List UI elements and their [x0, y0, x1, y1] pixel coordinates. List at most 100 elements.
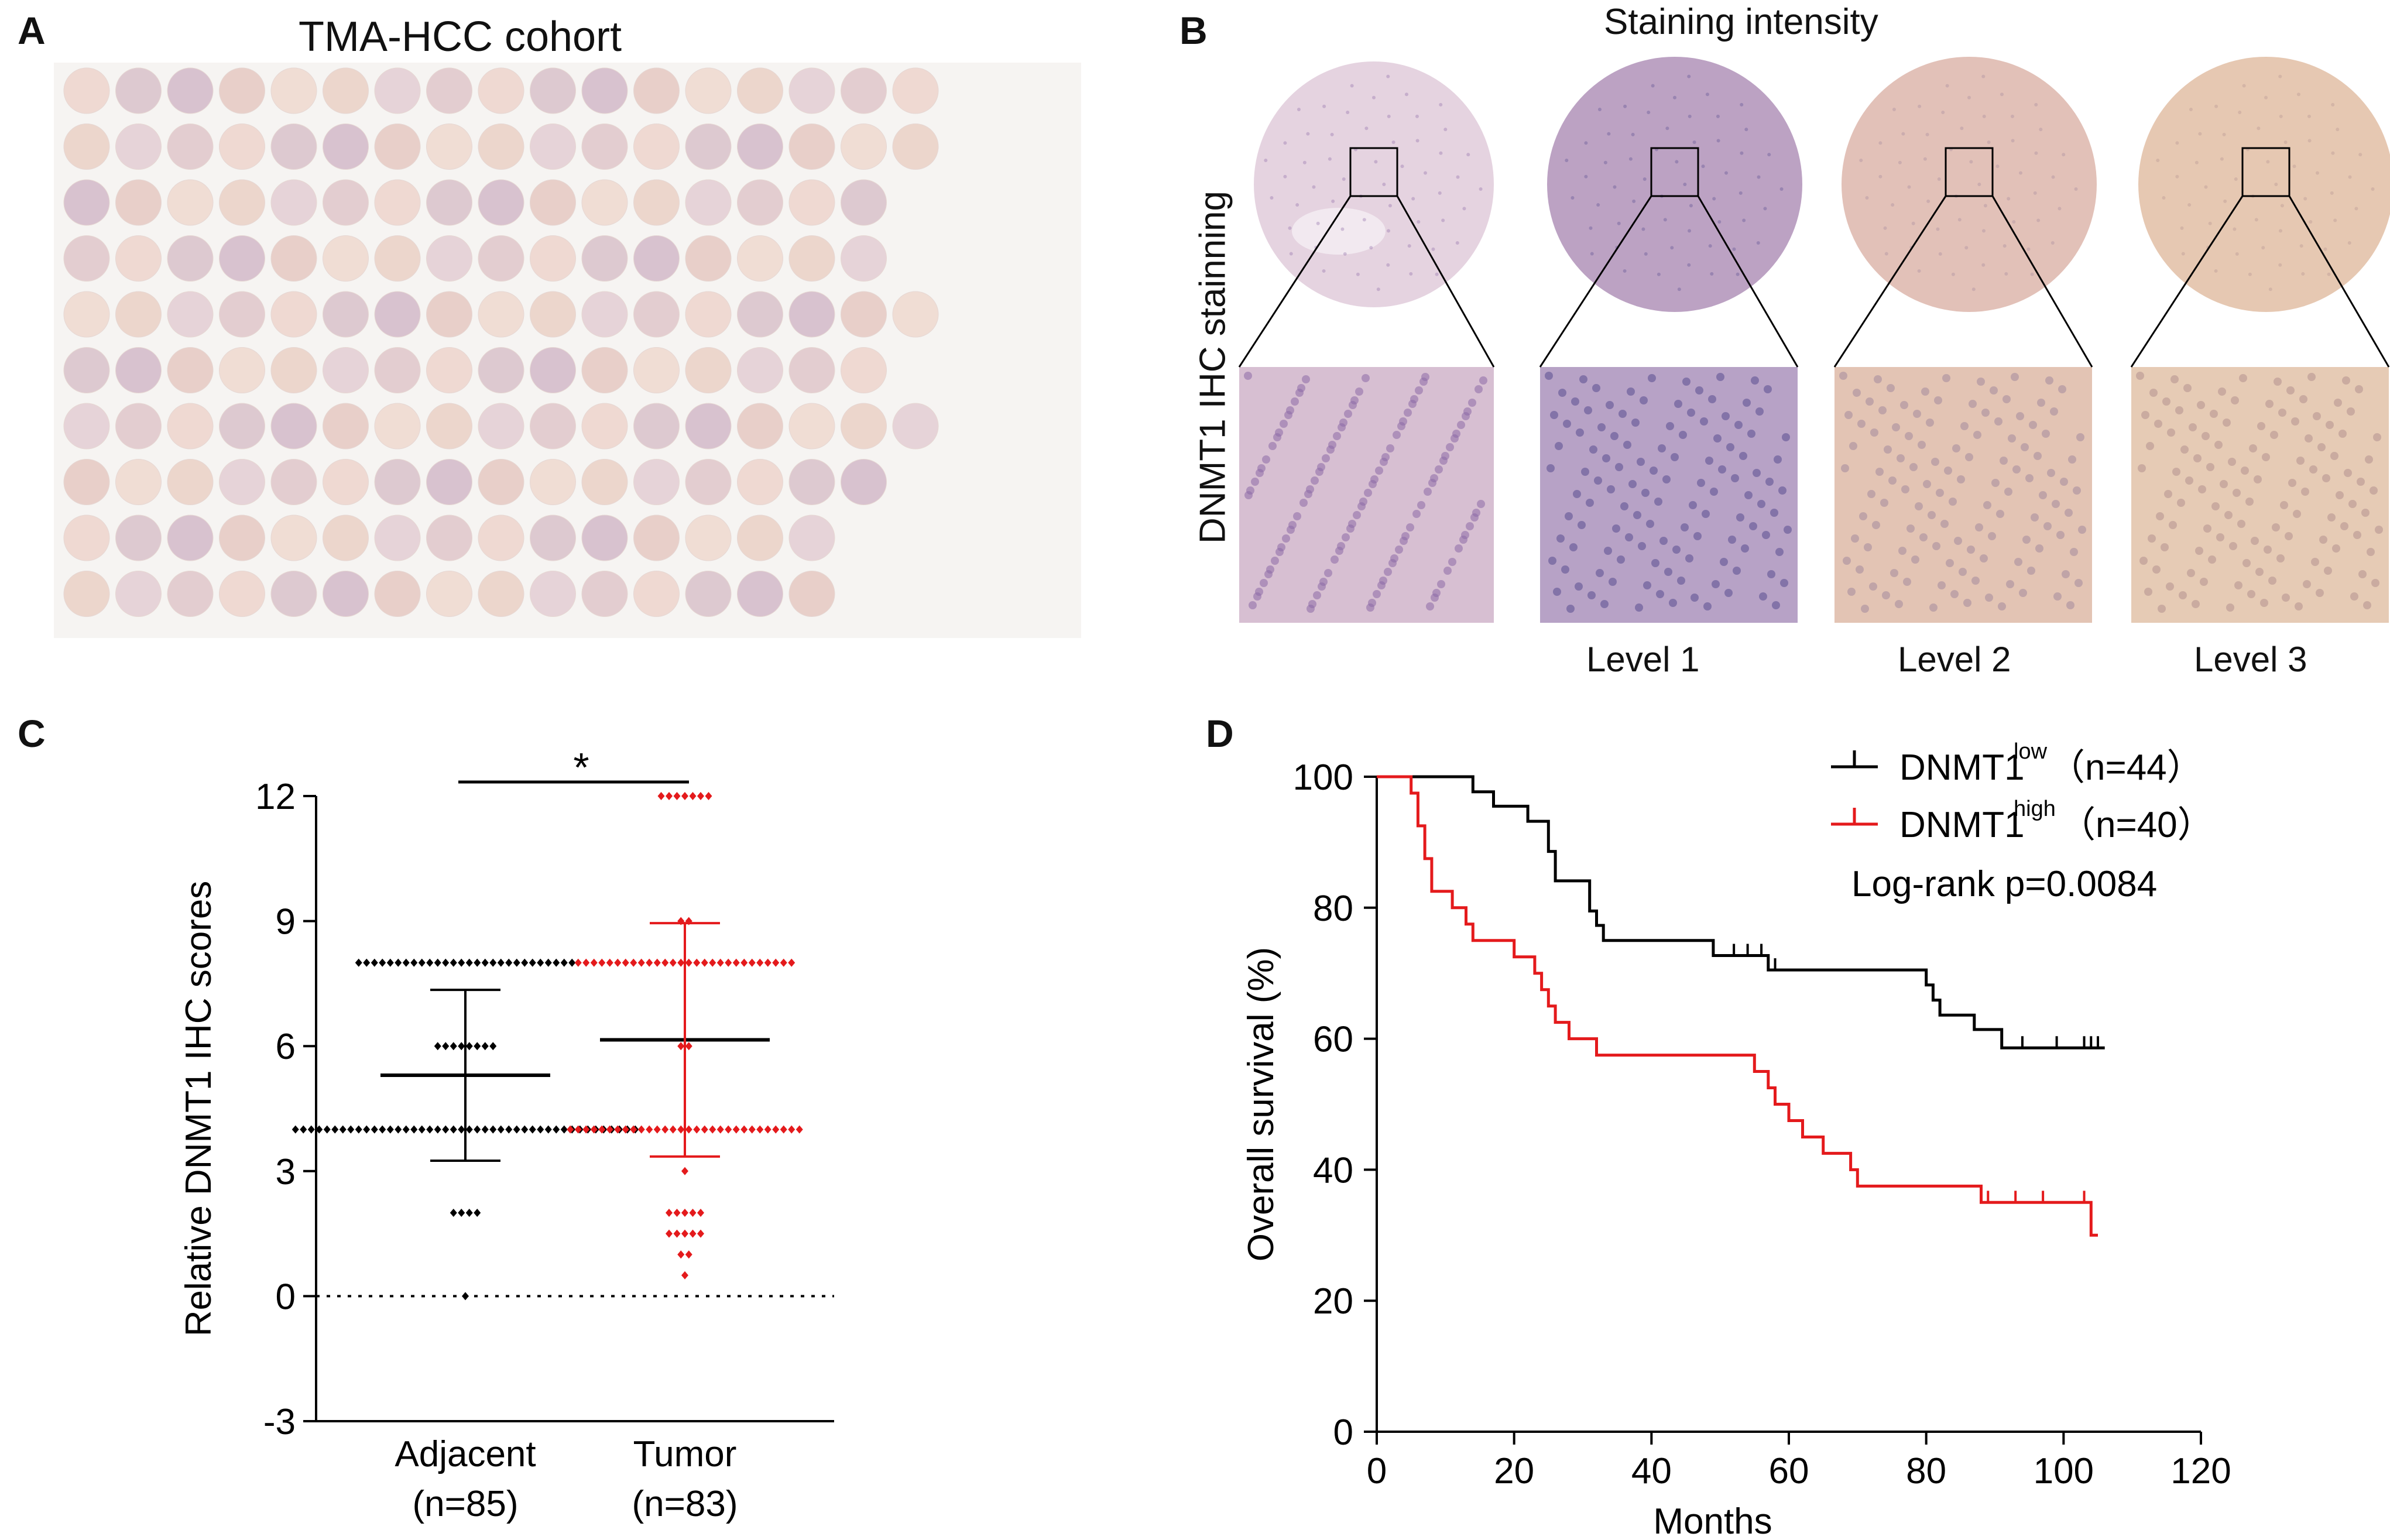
ihc-nucleus [2065, 509, 2073, 517]
ihc-core-gap [1292, 208, 1386, 255]
ihc-core-texture [2333, 218, 2337, 222]
ihc-nucleus [1581, 468, 1589, 476]
ihc-nucleus [1353, 511, 1361, 519]
ihc-nucleus [1375, 467, 1383, 475]
tma-core [788, 235, 835, 282]
ihc-nucleus [1765, 478, 1774, 486]
ihc-nucleus [2365, 455, 2373, 464]
ihc-core-texture [2299, 244, 2303, 248]
c-data-point [355, 958, 362, 967]
ihc-nucleus [2035, 544, 2043, 553]
ihc-nucleus [2234, 581, 2242, 589]
ihc-nucleus [2031, 513, 2039, 522]
c-data-point [590, 958, 598, 967]
ihc-nucleus [1253, 592, 1261, 601]
c-data-point [560, 958, 568, 967]
ihc-nucleus [1693, 532, 1702, 540]
ihc-nucleus [1565, 512, 1573, 520]
tma-core [841, 235, 887, 282]
c-data-point [497, 958, 505, 967]
ihc-nucleus [2262, 453, 2270, 461]
ihc-nucleus [1369, 480, 1377, 488]
tma-core [426, 124, 472, 170]
ihc-nucleus [2192, 600, 2200, 608]
ihc-core-texture [1387, 114, 1391, 118]
ihc-nucleus [1307, 605, 1315, 613]
c-data-point [371, 958, 378, 967]
ihc-nucleus [2334, 399, 2342, 407]
ihc-core-texture [1717, 220, 1722, 224]
tma-core [374, 459, 421, 505]
c-data-point [474, 1042, 481, 1051]
c-data-point [709, 1125, 716, 1134]
ihc-nucleus [1268, 442, 1277, 450]
ihc-core-texture [1977, 183, 1981, 186]
ihc-nucleus [1674, 400, 1682, 408]
c-group-n-label: (n=83) [632, 1484, 738, 1524]
ihc-nucleus [1700, 417, 1708, 426]
ihc-nucleus [1315, 468, 1323, 476]
c-data-point [732, 1125, 740, 1134]
tma-core [737, 403, 783, 450]
tma-core [581, 571, 628, 617]
ihc-core-texture [2307, 139, 2312, 143]
tma-core [633, 67, 680, 114]
ihc-nucleus [1734, 421, 1743, 429]
ihc-nucleus [1386, 444, 1394, 452]
ihc-nucleus [2152, 565, 2161, 574]
ihc-core-texture [1917, 269, 1921, 273]
tma-core [374, 179, 421, 226]
ihc-nucleus [1703, 602, 1712, 610]
ihc-nucleus [1726, 443, 1734, 451]
tma-core [115, 67, 162, 114]
ihc-core-texture [1356, 272, 1360, 276]
tma-core [841, 67, 887, 114]
ihc-nucleus [2311, 558, 2319, 566]
ihc-core-texture [2234, 177, 2238, 181]
ihc-nucleus [2208, 555, 2216, 564]
tma-core [788, 179, 835, 226]
ihc-nucleus [2270, 431, 2278, 439]
ihc-core-texture [1941, 110, 1945, 114]
tma-core [270, 403, 317, 450]
c-data-point [537, 1125, 544, 1134]
ihc-core-texture [1987, 140, 1991, 144]
ihc-core-texture [2331, 151, 2335, 155]
ihc-core-texture [1369, 246, 1373, 250]
ihc-nucleus [2006, 580, 2014, 588]
ihc-nucleus [1654, 498, 1662, 506]
ihc-nucleus [1658, 444, 1666, 452]
ihc-nucleus [1545, 372, 1553, 380]
ihc-nucleus [2371, 579, 2379, 587]
ihc-nucleus [1569, 543, 1578, 551]
ihc-nucleus [1573, 490, 1581, 498]
ihc-core-texture [1603, 160, 1607, 164]
ihc-nucleus [1960, 422, 1969, 430]
ihc-nucleus [1424, 488, 1432, 496]
tma-core [478, 571, 524, 617]
tma-core [323, 291, 369, 338]
ihc-core-texture [1289, 252, 1293, 256]
ihc-nucleus [2158, 605, 2166, 613]
c-data-point [677, 958, 685, 967]
tma-core [219, 291, 265, 338]
ihc-nucleus [2047, 469, 2055, 477]
c-data-point [780, 1125, 787, 1134]
ihc-nucleus [1475, 385, 1483, 393]
ihc-core-texture [1964, 246, 1969, 250]
ihc-core-texture [1297, 107, 1301, 111]
ihc-nucleus [2242, 559, 2251, 567]
ihc-nucleus [1931, 458, 1939, 466]
ihc-nucleus [1462, 412, 1470, 420]
c-data-point [716, 1125, 724, 1134]
ihc-nucleus [2342, 376, 2350, 385]
ihc-nucleus [1586, 499, 1594, 507]
ihc-nucleus [1597, 423, 1606, 431]
tma-core [115, 347, 162, 393]
c-data-point [673, 1229, 681, 1238]
tma-core [581, 124, 628, 170]
ihc-core-texture [1409, 272, 1413, 276]
ihc-core-texture [1584, 141, 1588, 145]
c-data-point [386, 1125, 394, 1134]
